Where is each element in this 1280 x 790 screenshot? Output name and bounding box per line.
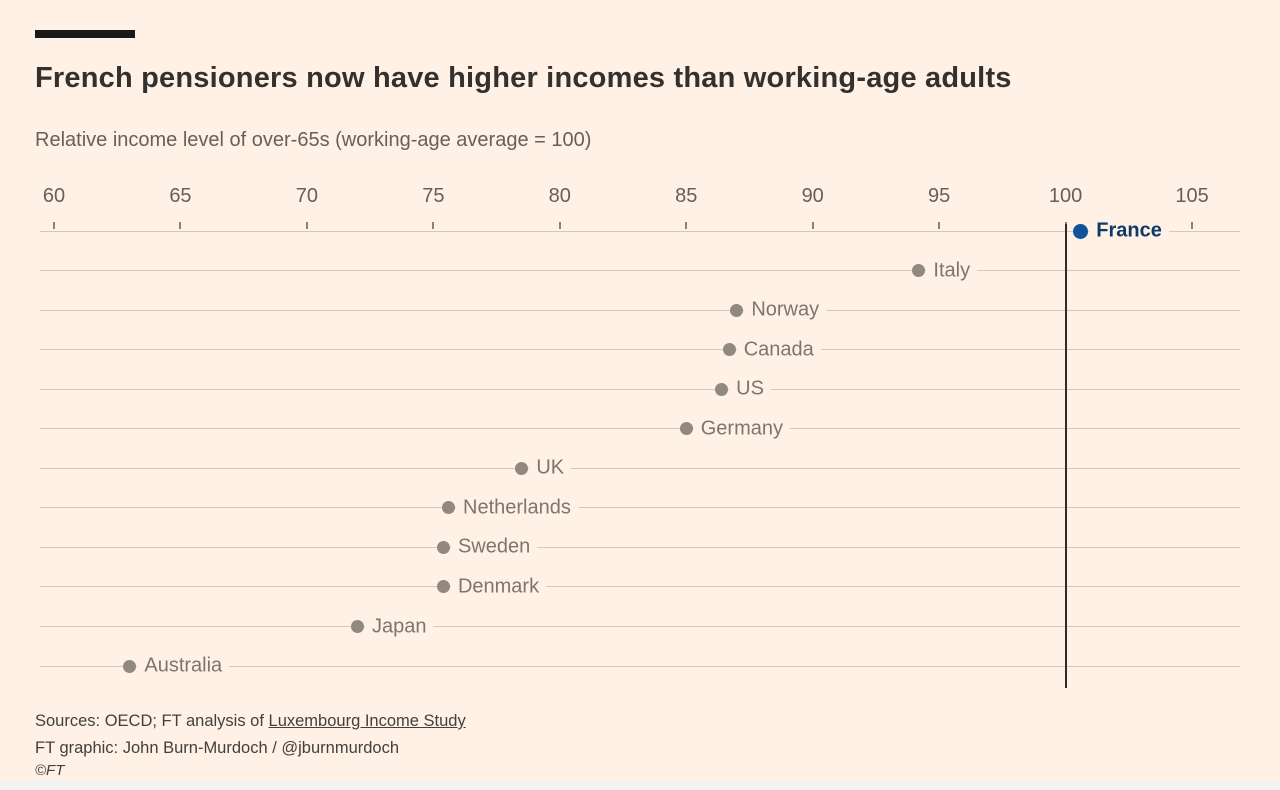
x-axis-tick-label: 60: [42, 185, 66, 207]
x-axis-tick-mark: [432, 222, 435, 229]
x-axis-tick-label: 80: [548, 185, 571, 207]
reference-line-100: [1064, 224, 1067, 688]
credit-line: FT graphic: John Burn-Murdoch / @jburnmu…: [35, 739, 400, 757]
x-axis-tick-label: 70: [295, 185, 319, 207]
data-point-dot-us: [715, 382, 729, 396]
x-axis-tick-label: 95: [928, 185, 951, 207]
country-label-italy: Italy: [926, 258, 978, 283]
country-label-sweden: Sweden: [450, 534, 538, 559]
gridline-norway: [40, 309, 1240, 311]
country-label-germany: Germany: [693, 416, 790, 441]
x-axis-tick-label: 85: [675, 185, 698, 207]
gridline-france: [40, 230, 1240, 232]
data-point-dot-germany: [679, 422, 693, 436]
x-axis-tick-mark: [811, 222, 814, 229]
country-label-norway: Norway: [744, 297, 827, 322]
ft-top-bar: [35, 30, 135, 38]
x-axis-tick-label: 105: [1175, 185, 1209, 207]
x-axis-tick-mark: [305, 222, 308, 229]
data-point-dot-france: [1073, 223, 1089, 239]
x-axis-tick-mark: [938, 222, 941, 229]
country-label-uk: UK: [529, 455, 572, 480]
gridline-canada: [40, 349, 1240, 351]
x-axis-tick-label: 75: [422, 185, 445, 207]
country-label-australia: Australia: [137, 653, 230, 678]
data-point-dot-australia: [123, 659, 137, 673]
x-axis-tick-label: 65: [169, 185, 192, 207]
data-point-dot-uk: [515, 461, 529, 475]
data-point-dot-denmark: [436, 580, 450, 594]
x-axis-tick-mark: [1191, 222, 1194, 229]
source-line: Sources: OECD; FT analysis of Luxembourg…: [35, 712, 466, 731]
gridline-netherlands: [40, 507, 1240, 509]
country-label-japan: Japan: [364, 614, 434, 639]
gridline-us: [40, 388, 1240, 390]
data-point-dot-sweden: [436, 540, 450, 554]
data-point-dot-japan: [350, 620, 364, 633]
data-point-dot-canada: [722, 343, 736, 357]
copyright-mark: ©FT: [35, 762, 65, 779]
gridline-sweden: [40, 546, 1240, 548]
x-axis-tick-mark: [558, 222, 561, 229]
x-axis-tick-mark: [179, 222, 182, 229]
chart-title: French pensioners now have higher income…: [35, 62, 1012, 94]
country-label-denmark: Denmark: [450, 574, 547, 599]
gridline-italy: [40, 270, 1240, 272]
data-point-dot-netherlands: [442, 501, 456, 515]
gridline-denmark: [40, 586, 1240, 588]
x-axis-tick-label: 100: [1048, 185, 1083, 207]
x-axis-tick-mark: [685, 222, 688, 229]
chart-subtitle: Relative income level of over-65s (worki…: [35, 129, 592, 151]
x-axis-tick-mark: [53, 222, 55, 229]
country-label-canada: Canada: [736, 337, 821, 362]
data-point-dot-italy: [912, 264, 926, 278]
x-axis-tick-label: 90: [801, 185, 824, 207]
sources-text: Sources: OECD; FT analysis of: [35, 712, 269, 730]
country-label-netherlands: Netherlands: [456, 495, 578, 520]
gridline-japan: [40, 626, 1240, 627]
source-link[interactable]: Luxembourg Income Study: [268, 712, 466, 730]
gridline-germany: [40, 428, 1240, 430]
country-label-france: France: [1089, 218, 1169, 243]
data-point-dot-norway: [730, 303, 744, 317]
gridline-australia: [40, 665, 1240, 667]
bottom-strip: [0, 781, 1280, 790]
country-label-us: US: [729, 376, 771, 401]
gridline-uk: [40, 467, 1240, 469]
